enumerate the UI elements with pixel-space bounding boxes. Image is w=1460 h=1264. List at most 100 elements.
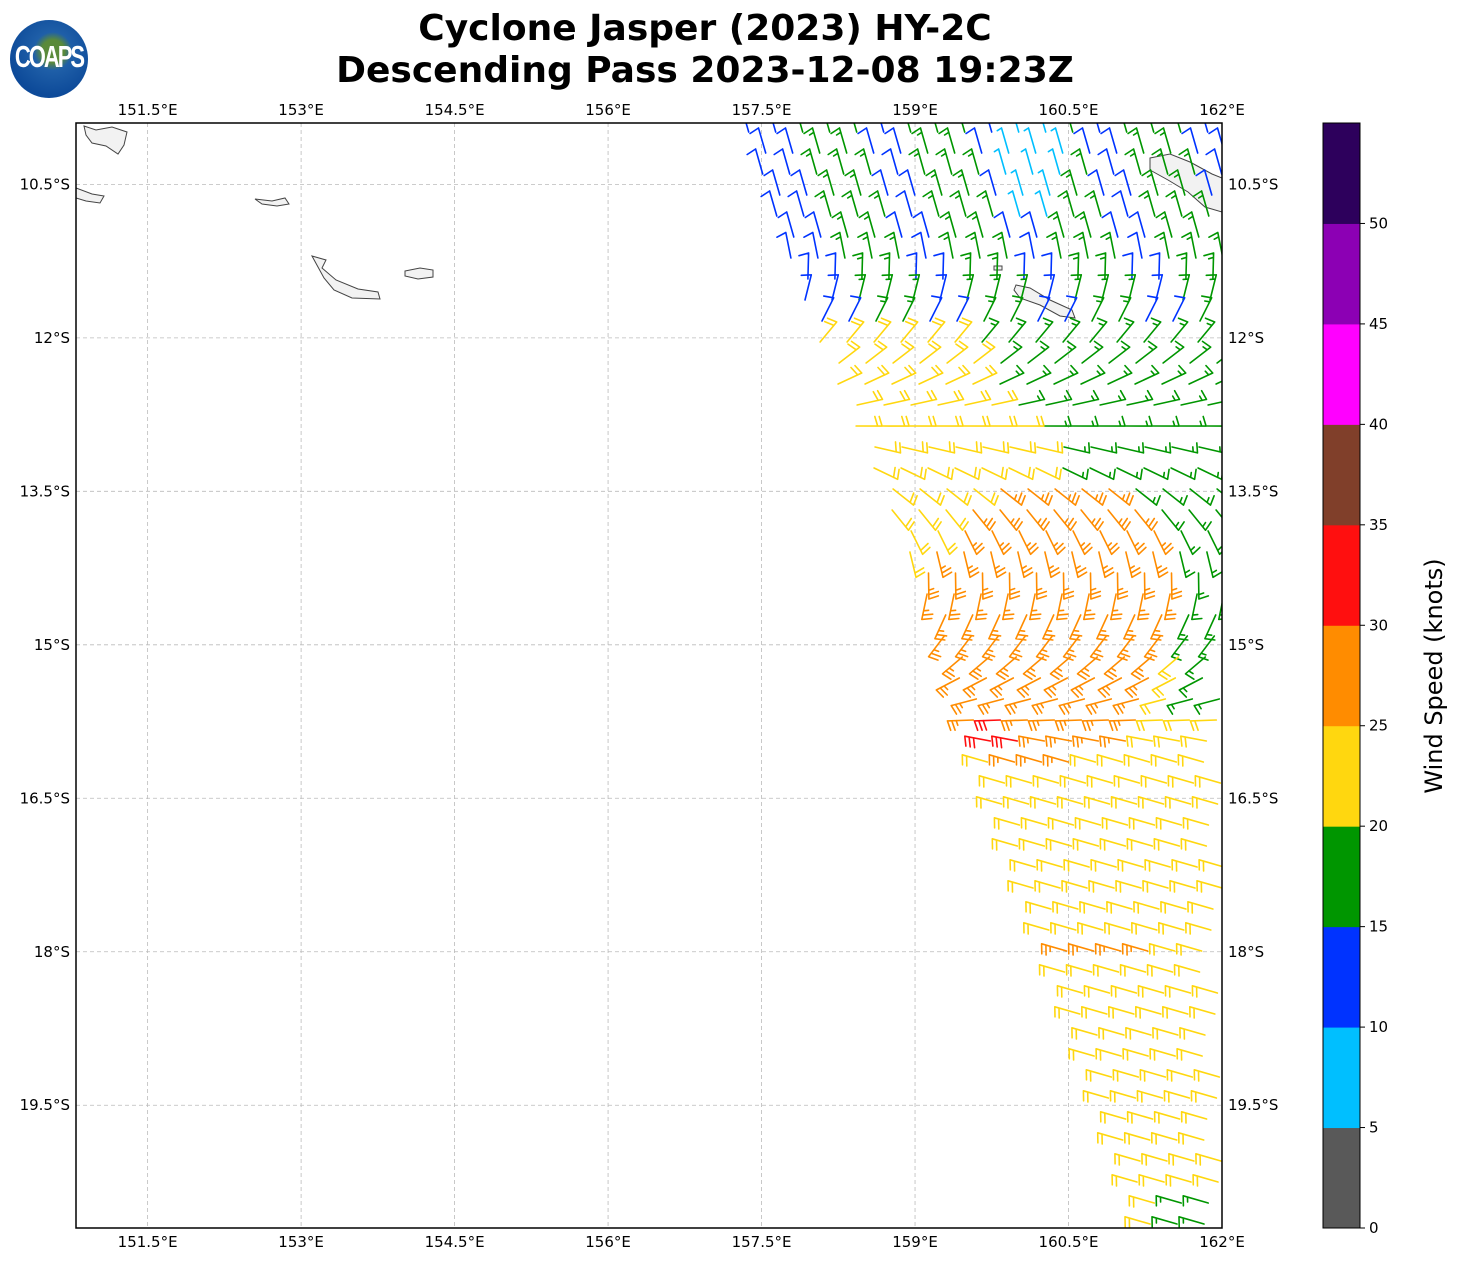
wind-barb — [1197, 572, 1210, 600]
wind-barb — [1165, 190, 1183, 217]
wind-barb — [1098, 415, 1126, 427]
lon-tick-label: 160.5°E — [1039, 101, 1099, 119]
wind-barb — [1126, 389, 1154, 406]
wind-barb — [1123, 754, 1151, 767]
wind-barb — [1036, 441, 1064, 454]
wind-barb — [1130, 656, 1153, 680]
wind-barb — [908, 274, 921, 301]
wind-barb — [954, 572, 967, 600]
wind-barb — [1153, 838, 1181, 851]
wind-barb — [883, 389, 911, 406]
wind-barb — [961, 754, 989, 767]
wind-barb — [1163, 1090, 1191, 1103]
wind-barb — [1086, 775, 1114, 788]
wind-barb — [1190, 1090, 1218, 1103]
wind-barb — [993, 817, 1021, 830]
wind-barb — [941, 656, 964, 680]
wind-barb — [983, 295, 997, 322]
wind-barb — [1141, 1153, 1168, 1166]
wind-barb — [1049, 656, 1072, 680]
chart-title: Cyclone Jasper (2023) HY-2C — [418, 8, 992, 49]
wind-barb — [1027, 340, 1050, 364]
wind-barb — [898, 169, 916, 196]
wind-barb — [1080, 509, 1104, 531]
wind-barb — [1176, 1048, 1203, 1061]
wind-barb — [1070, 148, 1088, 175]
wind-barb — [1098, 1027, 1125, 1040]
wind-barb — [1207, 530, 1222, 556]
lat-tick-label: 19.5°S — [20, 1096, 70, 1114]
wind-barb — [1175, 943, 1203, 956]
wind-barb — [1178, 274, 1191, 301]
lon-tick-label: 159°E — [892, 101, 938, 119]
wind-barb — [1208, 127, 1222, 147]
wind-barb — [1191, 796, 1219, 809]
wind-barb — [1018, 389, 1046, 406]
wind-barb — [855, 415, 883, 427]
wind-barb — [1161, 509, 1185, 531]
wind-barb — [1046, 231, 1062, 259]
wind-barb — [982, 441, 1010, 454]
wind-barb — [1096, 1132, 1124, 1145]
wind-barb — [996, 127, 1010, 154]
wind-barb — [988, 123, 993, 133]
lon-tick-label: 151.5°E — [118, 101, 178, 119]
wind-barb — [999, 509, 1023, 531]
wind-barb — [1124, 274, 1137, 301]
lat-tick-label: 10.5°S — [20, 175, 70, 193]
wind-barb — [992, 231, 1008, 259]
wind-barb — [1189, 719, 1218, 732]
wind-barb — [1089, 317, 1108, 343]
wind-barb — [1131, 922, 1158, 935]
wind-barb — [1062, 467, 1089, 481]
wind-barb — [1101, 211, 1119, 238]
wind-barb — [1081, 719, 1110, 732]
wind-barb — [1108, 1006, 1135, 1019]
wind-barb — [827, 274, 840, 301]
wind-barb — [1020, 148, 1034, 175]
wind-barb — [885, 211, 903, 238]
wind-barb — [934, 614, 948, 641]
wind-barb — [981, 466, 1008, 481]
colorbar-tick-label: 20 — [1369, 817, 1388, 835]
wind-barb — [1065, 964, 1093, 977]
wind-barb — [1180, 735, 1208, 748]
wind-barb — [1057, 190, 1075, 217]
axis-ticks: 151.5°E 151.5°E 153°E 153°E 154.5°E 154.5°E 15… — [20, 101, 1279, 1251]
wind-barb — [1090, 442, 1118, 454]
wind-barb — [925, 169, 943, 196]
wind-barb — [1074, 211, 1092, 238]
wind-barb — [1000, 719, 1029, 732]
wind-barb — [1154, 231, 1170, 259]
wind-barb — [821, 295, 835, 322]
colorbar-segment — [1323, 223, 1360, 325]
wind-barb — [1127, 231, 1143, 259]
wind-barb — [1188, 509, 1212, 531]
lon-tick-label: 162°E — [1199, 1233, 1245, 1251]
wind-barb — [1035, 317, 1054, 343]
lon-tick-label: 156°E — [585, 101, 631, 119]
wind-barb — [1088, 880, 1115, 893]
colorbar-tick-label: 50 — [1369, 214, 1388, 232]
colorbar: 0 5 10 15 20 25 30 35 40 45 50 — [1322, 122, 1388, 1237]
wind-barb — [772, 123, 777, 133]
wind-barb — [962, 274, 975, 301]
wind-barb — [873, 466, 900, 481]
wind-barb — [1160, 901, 1187, 914]
wind-barb — [776, 127, 794, 154]
wind-barb — [1139, 1069, 1167, 1082]
wind-barb — [1106, 901, 1133, 914]
wind-barb — [1148, 943, 1176, 956]
wind-barb — [1178, 148, 1196, 175]
wind-barb — [1100, 127, 1118, 154]
wind-barb — [1166, 698, 1194, 715]
wind-barb — [1016, 274, 1029, 301]
wind-barb — [1155, 211, 1173, 238]
wind-barb — [1114, 169, 1132, 196]
wind-barb — [1126, 530, 1147, 556]
wind-barb — [773, 148, 791, 175]
wind-barb — [991, 389, 1019, 406]
wind-barb — [891, 364, 917, 385]
wind-barb — [1143, 467, 1170, 481]
wind-barb — [875, 295, 889, 322]
